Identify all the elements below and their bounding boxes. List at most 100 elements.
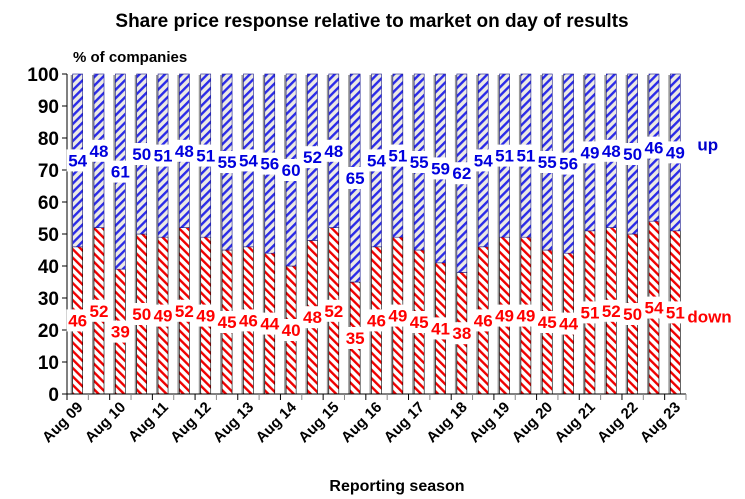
y-tick-label: 20 [38, 321, 59, 342]
data-label-up: 56 [260, 155, 279, 174]
x-tick-label: Aug 22 [594, 399, 641, 446]
data-label-down-box [173, 299, 196, 322]
y-tick-label: 50 [38, 225, 59, 246]
data-label-up: 48 [324, 142, 343, 161]
y-axis-label: % of companies [73, 49, 187, 66]
data-label-up-box [664, 141, 687, 164]
data-label-up-box [237, 149, 260, 172]
data-label-down: 46 [367, 311, 386, 330]
data-label-down: 44 [559, 315, 578, 334]
data-label-down-box [152, 304, 175, 327]
bar-shadow [92, 75, 95, 394]
data-label-down: 45 [410, 313, 429, 332]
data-label-down: 46 [68, 311, 87, 330]
data-label-down: 45 [218, 313, 237, 332]
data-label-up: 52 [303, 148, 322, 167]
bar-shadow [284, 75, 287, 394]
legend-down: down [687, 307, 731, 326]
x-tick-label: Aug 11 [125, 399, 172, 446]
bar-shadow [348, 75, 351, 394]
data-label-up-box [493, 144, 516, 167]
data-label-down: 51 [666, 303, 685, 322]
data-label-down-box [130, 303, 153, 325]
x-tick-label: Aug 17 [381, 399, 428, 446]
data-label-up: 55 [538, 153, 557, 172]
bars-group [70, 73, 681, 395]
data-label-up: 48 [602, 142, 621, 161]
x-tick-label: Aug 13 [210, 399, 257, 446]
x-tick-label: Aug 09 [39, 399, 86, 446]
data-label-down-box [450, 322, 473, 345]
data-label-up-box [258, 152, 281, 175]
y-tick-label: 90 [38, 97, 59, 118]
bar-shadow [582, 75, 585, 394]
data-label-up-box [344, 167, 367, 189]
data-label-up-box [600, 139, 623, 162]
data-label-up: 48 [175, 142, 194, 161]
data-label-up-box [557, 152, 580, 175]
data-label-down-box [194, 304, 217, 327]
data-label-down-box [365, 309, 388, 332]
data-label-down-box [642, 296, 665, 319]
data-label-down-box [88, 299, 111, 322]
x-tick-label: Aug 19 [466, 399, 513, 446]
data-label-up-box [216, 151, 239, 173]
data-labels-group: 5446485261395050514948525149554554465644… [66, 136, 687, 349]
data-label-down: 51 [580, 303, 599, 322]
data-label-up-box [88, 139, 111, 162]
data-label-up-box [194, 144, 217, 167]
data-label-down-box [109, 320, 132, 343]
data-label-up: 54 [68, 151, 87, 170]
data-label-down: 49 [495, 307, 514, 326]
bar-shadow [412, 75, 415, 394]
bar-shadow [326, 75, 329, 394]
chart-title: Share price response relative to market … [115, 11, 628, 32]
bar-shadow [433, 75, 436, 394]
data-label-down-box [258, 312, 281, 335]
data-label-up-box [472, 149, 495, 172]
x-tick-label: Aug 15 [295, 399, 342, 446]
data-label-up-box [621, 143, 644, 165]
y-tick-label: 70 [38, 161, 59, 182]
data-label-down: 49 [516, 307, 535, 326]
data-label-down: 50 [623, 305, 642, 324]
data-label-up: 54 [239, 151, 258, 170]
data-label-up: 51 [516, 147, 535, 166]
y-tick-label: 60 [38, 193, 59, 214]
data-label-down-box [536, 311, 559, 333]
data-label-up: 55 [410, 153, 429, 172]
y-tick-label: 40 [38, 257, 59, 278]
data-label-up: 51 [154, 147, 173, 166]
data-label-down-box [493, 304, 516, 327]
bar-shadow [625, 75, 628, 394]
data-label-up-box [536, 151, 559, 173]
data-label-up: 50 [132, 145, 151, 164]
bar-shadow [156, 75, 159, 394]
x-tick-label: Aug 12 [167, 399, 214, 446]
data-label-up-box [642, 136, 665, 159]
bar-shadow [561, 75, 564, 394]
bar-shadow [262, 75, 265, 394]
data-label-up: 49 [666, 143, 685, 162]
data-label-down-box [301, 306, 324, 329]
data-label-up: 65 [346, 169, 365, 188]
data-label-up: 49 [580, 143, 599, 162]
data-label-down-box [386, 304, 409, 327]
data-label-down-box [280, 319, 303, 341]
data-label-up-box [322, 139, 345, 162]
data-label-up-box [280, 159, 303, 181]
data-label-up-box [173, 139, 196, 162]
data-label-up-box [386, 144, 409, 167]
y-tick-label: 0 [48, 385, 59, 406]
bar-shadow [604, 75, 607, 394]
data-label-down: 46 [239, 311, 258, 330]
data-label-down: 49 [154, 307, 173, 326]
data-label-down: 46 [474, 311, 493, 330]
bar-shadow [646, 75, 649, 394]
data-label-up: 51 [196, 147, 215, 166]
y-tick-label: 100 [27, 65, 59, 86]
bar-shadow [476, 75, 479, 394]
data-label-up: 51 [388, 147, 407, 166]
bar-shadow [70, 75, 73, 394]
bar-shadow [305, 75, 308, 394]
